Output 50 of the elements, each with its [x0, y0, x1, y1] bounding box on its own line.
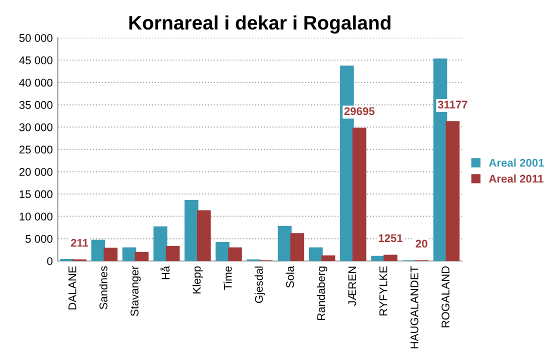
legend-label: Areal 2001 [488, 158, 544, 167]
bar [216, 242, 230, 261]
bar [290, 233, 304, 261]
x-tick-label: Sola [286, 266, 294, 288]
bar [91, 240, 106, 261]
x-tick-label: ROGALAND [442, 266, 450, 328]
y-tick-label: 0 [47, 257, 52, 266]
bar [384, 254, 398, 261]
y-tick-label: 50 000 [19, 34, 52, 42]
y-tick-label: 10 000 [20, 212, 52, 220]
x-tick-label: Time [224, 266, 232, 290]
bar [278, 226, 292, 261]
bar [134, 252, 149, 261]
x-tick-label: Sandnes [99, 266, 108, 310]
bar [446, 121, 460, 261]
bar [184, 200, 198, 261]
bar [352, 128, 366, 261]
bar [196, 210, 211, 261]
bar [308, 247, 323, 261]
x-tick-label: Gjesdal [254, 266, 266, 303]
data-label: 1251 [378, 234, 403, 242]
x-tick-label: JÆREN [348, 266, 356, 306]
y-tick-label: 5 000 [26, 234, 52, 243]
x-tick-label: DALANE [68, 266, 76, 310]
x-tick-label: RYFYLKE [379, 266, 388, 316]
bar [153, 226, 168, 261]
x-tick-label: Hå [160, 266, 170, 280]
data-label: 20 [416, 240, 428, 248]
data-label: 211 [70, 238, 88, 247]
bar [371, 256, 385, 261]
x-tick-label: Stavanger [130, 266, 141, 316]
x-tick-label: Klepp [192, 266, 203, 294]
legend-label: Areal 2011 [488, 174, 544, 183]
data-label: 31177 [438, 100, 468, 109]
y-tick-label: 15 000 [20, 190, 52, 198]
y-tick-label: 40 000 [19, 78, 52, 87]
data-label: 29695 [344, 107, 375, 116]
y-tick-label: 30 000 [19, 123, 52, 132]
y-tick-label: 25 000 [19, 146, 52, 154]
y-tick-label: 20 000 [19, 168, 52, 176]
chart-title: Kornareal i dekar i Rogaland [129, 15, 390, 34]
y-tick-label: 35 000 [19, 101, 52, 109]
bar [228, 247, 242, 261]
bar [321, 255, 336, 261]
bar [104, 248, 118, 261]
bar [166, 246, 180, 261]
x-tick-label: Randaberg [316, 266, 328, 320]
y-tick-label: 45 000 [19, 56, 52, 64]
x-tick-label: HAUGALANDET [410, 266, 418, 348]
bar [122, 247, 136, 261]
